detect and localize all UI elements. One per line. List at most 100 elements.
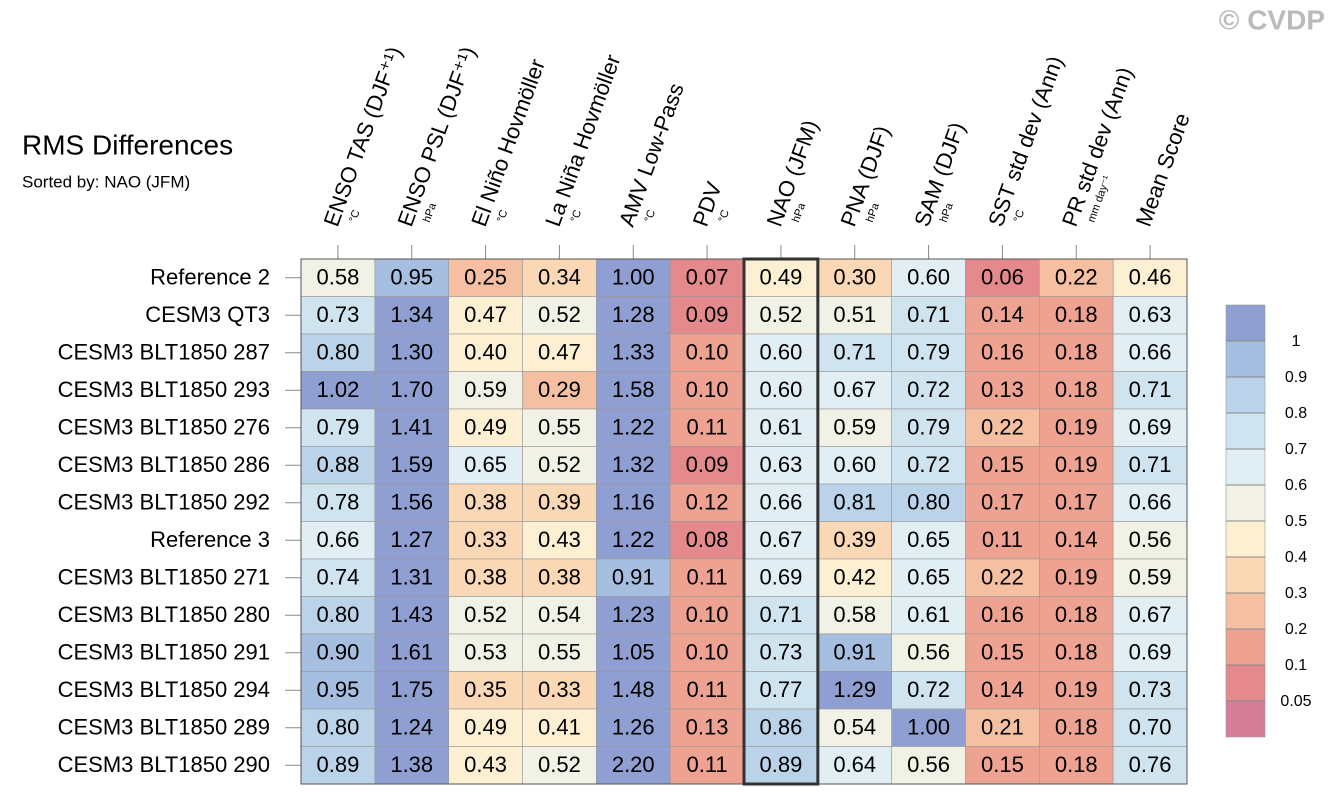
row-label: Reference 2 bbox=[150, 265, 270, 290]
cell bbox=[891, 521, 966, 560]
colorbar-box bbox=[1225, 556, 1266, 594]
colorbar-label: 0.2 bbox=[1285, 621, 1307, 638]
cell bbox=[965, 596, 1040, 635]
cell bbox=[817, 671, 892, 710]
cell-label: 0.18 bbox=[1055, 302, 1098, 327]
cell bbox=[300, 708, 376, 747]
cell-label: 0.66 bbox=[317, 527, 360, 552]
cell bbox=[522, 708, 597, 747]
cell-label: 0.56 bbox=[1129, 527, 1172, 552]
cell bbox=[1039, 483, 1114, 522]
cell-label: 1.58 bbox=[612, 377, 655, 402]
cell-label: 0.18 bbox=[1055, 640, 1098, 665]
cell-label: 0.67 bbox=[833, 377, 876, 402]
cell bbox=[374, 558, 449, 597]
cell bbox=[965, 671, 1040, 710]
cell-label: 1.61 bbox=[390, 640, 433, 665]
cell bbox=[743, 483, 819, 522]
cell-label: 0.76 bbox=[1129, 752, 1172, 777]
cell bbox=[596, 521, 671, 560]
cell-label: 0.53 bbox=[464, 640, 507, 665]
column-label: El Niño Hovmöller bbox=[466, 56, 550, 230]
cell-label: 0.29 bbox=[538, 377, 581, 402]
cell bbox=[448, 296, 523, 335]
cell-label: 0.56 bbox=[907, 752, 950, 777]
cell bbox=[448, 596, 523, 635]
cell-label: 0.71 bbox=[760, 602, 803, 627]
row-label: CESM3 BLT1850 276 bbox=[58, 415, 270, 440]
cell-label: 0.80 bbox=[317, 602, 360, 627]
cell-label: 0.11 bbox=[982, 527, 1023, 552]
cell bbox=[448, 708, 523, 747]
cell-label: 0.91 bbox=[833, 640, 876, 665]
cell bbox=[300, 596, 376, 635]
colorbar-label: 0.1 bbox=[1285, 657, 1307, 674]
row-label: CESM3 BLT1850 293 bbox=[58, 377, 270, 402]
cell-label: 0.10 bbox=[686, 602, 729, 627]
cell bbox=[891, 258, 966, 297]
cell bbox=[1112, 671, 1188, 710]
cell bbox=[300, 671, 376, 710]
cell-label: 0.09 bbox=[686, 452, 729, 477]
cell bbox=[1112, 746, 1188, 785]
cell bbox=[1039, 258, 1114, 297]
cell bbox=[1112, 296, 1188, 335]
cell bbox=[448, 633, 523, 672]
cell bbox=[743, 708, 819, 747]
cell-label: 0.14 bbox=[981, 302, 1024, 327]
cell-label: 1.00 bbox=[907, 715, 950, 740]
cell-label: 0.66 bbox=[1129, 340, 1172, 365]
cell-label: 0.90 bbox=[317, 640, 360, 665]
cell-label: 1.38 bbox=[390, 752, 433, 777]
column-unit: °C bbox=[569, 208, 585, 224]
colorbar-box bbox=[1225, 376, 1266, 414]
cell-label: 0.58 bbox=[317, 265, 360, 290]
cell bbox=[1039, 633, 1114, 672]
cell-label: 0.52 bbox=[464, 602, 507, 627]
cell-label: 0.19 bbox=[1055, 452, 1098, 477]
cell bbox=[522, 633, 597, 672]
cell bbox=[522, 408, 597, 447]
cell bbox=[1112, 483, 1188, 522]
cell bbox=[374, 446, 449, 485]
cell bbox=[669, 671, 745, 710]
cell bbox=[448, 483, 523, 522]
cell-label: 1.29 bbox=[833, 677, 876, 702]
cell-label: 0.58 bbox=[833, 602, 876, 627]
column-label: ENSO PSL (DJF⁺¹) bbox=[392, 43, 480, 229]
cell bbox=[596, 483, 671, 522]
cell bbox=[1112, 333, 1188, 372]
row-label: CESM3 QT3 bbox=[145, 302, 270, 327]
cell bbox=[891, 708, 966, 747]
row-label: CESM3 BLT1850 290 bbox=[58, 752, 270, 777]
cell-label: 0.61 bbox=[760, 415, 803, 440]
row-label: CESM3 BLT1850 292 bbox=[58, 490, 270, 515]
cell-label: 0.59 bbox=[464, 377, 507, 402]
cell-label: 1.32 bbox=[612, 452, 655, 477]
cell-label: 0.18 bbox=[1055, 752, 1098, 777]
colorbar-box bbox=[1225, 412, 1266, 450]
cell bbox=[1039, 558, 1114, 597]
cell bbox=[596, 671, 671, 710]
cell-label: 0.86 bbox=[760, 715, 803, 740]
cell-label: 0.33 bbox=[464, 527, 507, 552]
cell bbox=[596, 746, 671, 785]
cell bbox=[817, 708, 892, 747]
cell-label: 1.28 bbox=[612, 302, 655, 327]
cell bbox=[965, 558, 1040, 597]
cell bbox=[596, 296, 671, 335]
cell-label: 0.18 bbox=[1055, 340, 1098, 365]
cell bbox=[374, 633, 449, 672]
cell-label: 0.34 bbox=[538, 265, 581, 290]
cell-label: 0.12 bbox=[686, 490, 729, 515]
cell bbox=[300, 633, 376, 672]
cell-label: 0.46 bbox=[1129, 265, 1172, 290]
cell-label: 0.22 bbox=[981, 415, 1024, 440]
cell bbox=[817, 596, 892, 635]
cell-label: 0.33 bbox=[538, 677, 581, 702]
cell-label: 0.11 bbox=[686, 565, 727, 590]
cell-label: 0.65 bbox=[464, 452, 507, 477]
cell-label: 0.47 bbox=[464, 302, 507, 327]
cell-label: 0.91 bbox=[612, 565, 655, 590]
